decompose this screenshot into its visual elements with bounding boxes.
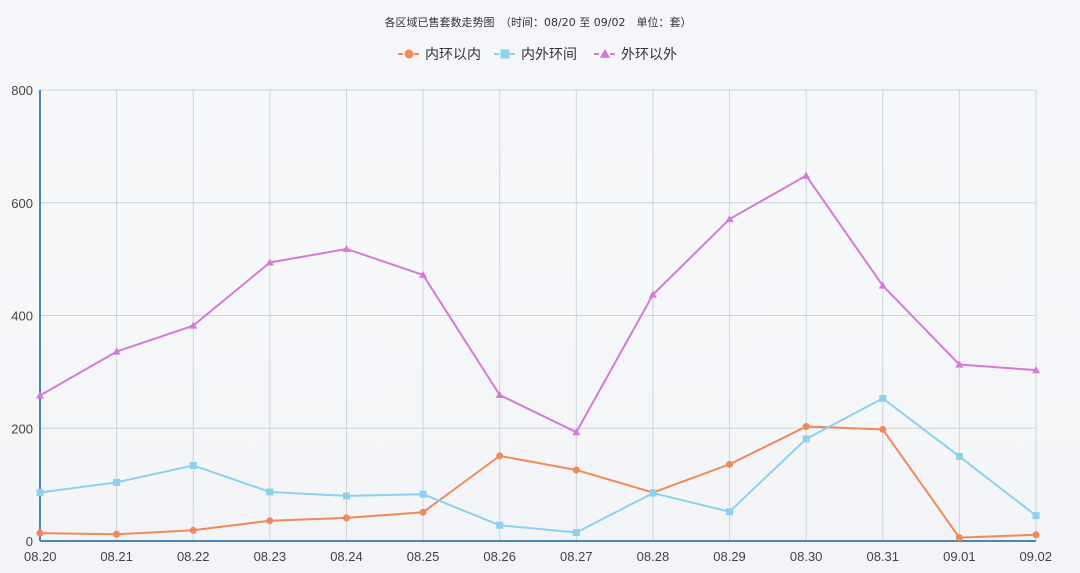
data-point [342, 244, 351, 252]
data-point [572, 529, 580, 537]
series-line [39, 425, 1037, 539]
x-tick-label: 08.26 [483, 549, 516, 564]
data-point [112, 347, 121, 355]
x-tick-label: 08.23 [254, 549, 287, 564]
axes: 0 200 400 600 800 08.20 08.21 08.22 08.23 08.24 08… [11, 83, 1052, 564]
data-point [404, 49, 414, 59]
x-tick-label: 09.01 [943, 549, 976, 564]
grid [40, 89, 1037, 541]
data-point [496, 521, 504, 529]
data-point [189, 321, 198, 329]
data-point [725, 215, 734, 223]
data-point [955, 452, 963, 460]
x-tick-label: 08.21 [100, 549, 133, 564]
chart-title: 各区域已售套数走势图 （时间：08/20 至 09/02 单位：套） [385, 15, 692, 29]
data-point [648, 290, 657, 298]
data-point [649, 489, 657, 497]
data-point [266, 488, 274, 496]
series-line [39, 174, 1037, 434]
data-point [726, 508, 734, 516]
legend: 内环以内 内外环间 外环以外 [398, 47, 677, 63]
data-point [113, 478, 121, 486]
y-tick-label: 0 [26, 534, 33, 549]
data-point [802, 171, 811, 179]
y-tick-label: 800 [11, 83, 33, 98]
data-point [266, 517, 274, 525]
y-tick-label: 400 [11, 309, 33, 324]
data-point [35, 391, 45, 399]
data-point [572, 428, 581, 436]
x-tick-label: 08.28 [637, 549, 670, 564]
x-tick-label: 08.25 [407, 549, 440, 564]
data-point [879, 394, 887, 402]
data-point [36, 489, 44, 497]
data-point [802, 423, 810, 431]
legend-item: 内环以内 [398, 47, 481, 63]
x-tick-label: 08.31 [866, 549, 899, 564]
legend-item: 外环以外 [594, 47, 677, 63]
data-point [342, 492, 350, 500]
series-group [35, 171, 1041, 542]
legend-label: 外环以外 [621, 47, 677, 63]
data-point [955, 360, 964, 368]
data-point [265, 258, 274, 266]
data-point [878, 281, 887, 289]
y-tick-label: 200 [11, 421, 33, 436]
legend-item: 内外环间 [494, 47, 577, 63]
x-tick-label: 08.22 [177, 549, 210, 564]
data-point [419, 270, 428, 278]
data-point [572, 466, 580, 474]
x-tick-label: 08.27 [560, 549, 593, 564]
data-point [726, 460, 734, 468]
x-tick-label: 08.29 [713, 549, 746, 564]
data-point [495, 390, 504, 399]
data-point [419, 490, 427, 498]
legend-label: 内环以内 [425, 47, 481, 63]
data-point [879, 425, 887, 433]
series-square [36, 394, 1040, 537]
data-point [1031, 366, 1041, 374]
data-point [342, 514, 350, 522]
x-tick-label: 09.02 [1019, 549, 1052, 564]
data-point [189, 461, 197, 469]
data-point [1032, 512, 1040, 520]
data-point [802, 435, 810, 443]
data-point [419, 508, 427, 516]
x-tick-label: 08.24 [330, 549, 363, 564]
series-triangle [35, 171, 1041, 436]
legend-label: 内外环间 [521, 47, 577, 63]
data-point [599, 48, 611, 58]
series-circle [36, 423, 1040, 542]
series-line [39, 397, 1037, 534]
data-point [1032, 531, 1040, 539]
data-point [189, 526, 197, 534]
data-point [500, 49, 510, 59]
data-point [36, 529, 44, 537]
x-tick-label: 08.20 [24, 549, 57, 564]
y-tick-label: 600 [11, 196, 33, 211]
data-point [496, 452, 504, 460]
data-point [113, 530, 121, 538]
data-point [955, 534, 963, 542]
x-tick-label: 08.30 [790, 549, 823, 564]
